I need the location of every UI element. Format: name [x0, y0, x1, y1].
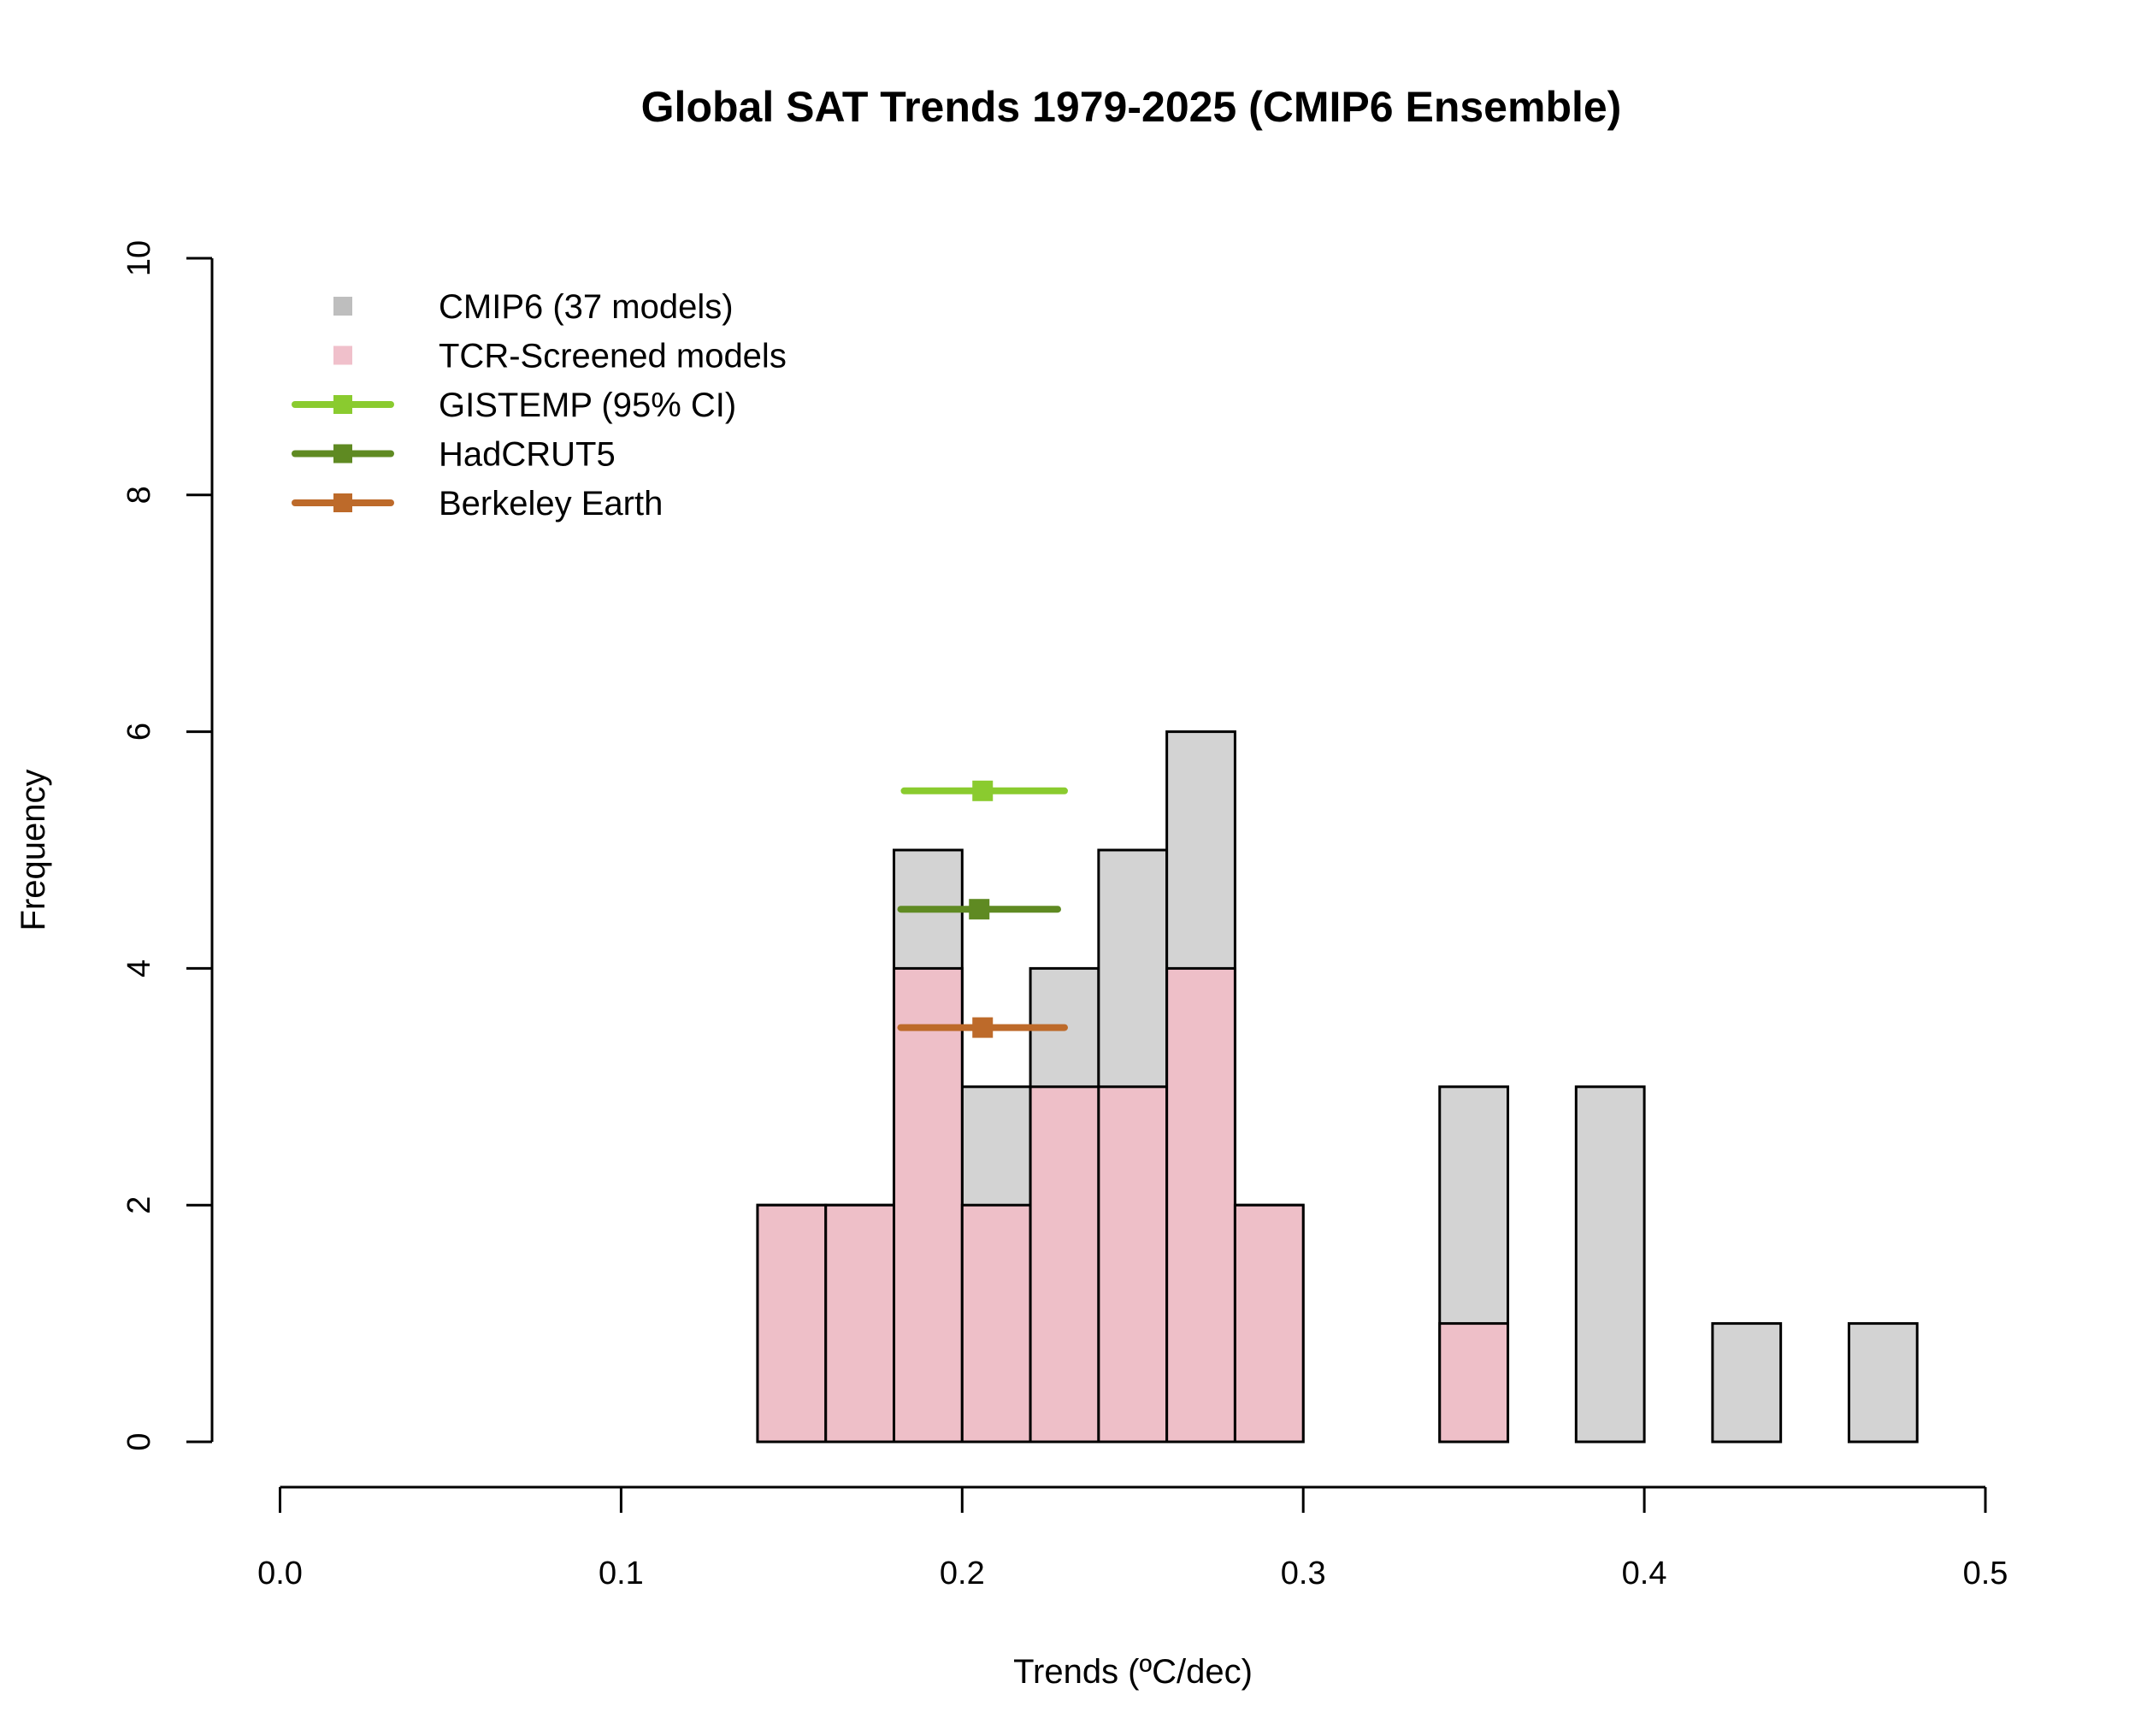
chart-title: Global SAT Trends 1979-2025 (CMIP6 Ensem… [641, 83, 1622, 131]
y-tick-label: 4 [121, 960, 157, 977]
error-bar-point [972, 780, 994, 801]
legend-swatch [333, 345, 352, 365]
cmip6-bar [1711, 1322, 1783, 1444]
cmip6-bar [1574, 1085, 1646, 1444]
tcr-bar [1165, 966, 1236, 1444]
y-tick-label: 2 [121, 1196, 157, 1214]
legend-marker [333, 444, 352, 464]
x-tick-label: 0.2 [940, 1556, 985, 1591]
tcr-bar [960, 1203, 1032, 1444]
tcr-bar [1097, 1085, 1169, 1444]
tcr-bar [1438, 1322, 1510, 1444]
error-bar-point [969, 899, 990, 920]
tcr-bar [1029, 1085, 1100, 1444]
legend-label: GISTEMP (95% CI) [439, 387, 736, 424]
x-tick-label: 0.5 [1963, 1556, 2008, 1591]
tcr-bar [893, 966, 964, 1444]
tcr-bar [756, 1203, 828, 1444]
legend-marker [333, 493, 352, 512]
legend-label: TCR-Screened models [439, 338, 787, 375]
y-axis: 0 2 4 6 8 10 [121, 240, 214, 1451]
x-tick-label: 0.4 [1622, 1556, 1667, 1591]
legend: CMIP6 (37 models) TCR-Screened models GIST… [292, 288, 787, 523]
error-bar-point [972, 1017, 994, 1038]
legend-marker [333, 395, 352, 414]
x-tick-label: 0.1 [599, 1556, 644, 1591]
observation-error-bars [897, 780, 1068, 1038]
y-tick-label: 0 [121, 1432, 157, 1450]
y-tick-label: 10 [121, 240, 157, 276]
x-tick-label: 0.3 [1281, 1556, 1326, 1591]
legend-label: Berkeley Earth [439, 485, 663, 523]
tcr-bars [756, 966, 1510, 1444]
tcr-bar [824, 1203, 896, 1444]
cmip6-bar [1847, 1322, 1919, 1444]
legend-label: HadCRUT5 [439, 436, 616, 474]
y-axis-label: Frequency [15, 770, 52, 931]
x-axis: 0.0 0.1 0.2 0.3 0.4 0.5 [257, 1485, 2008, 1591]
x-tick-label: 0.0 [257, 1556, 303, 1591]
x-axis-label: Trends (ºC/dec) [1013, 1653, 1253, 1691]
legend-label: CMIP6 (37 models) [439, 288, 734, 326]
y-tick-label: 6 [121, 723, 157, 741]
y-tick-label: 8 [121, 486, 157, 504]
tcr-bar [1233, 1203, 1305, 1444]
legend-swatch [333, 297, 352, 316]
